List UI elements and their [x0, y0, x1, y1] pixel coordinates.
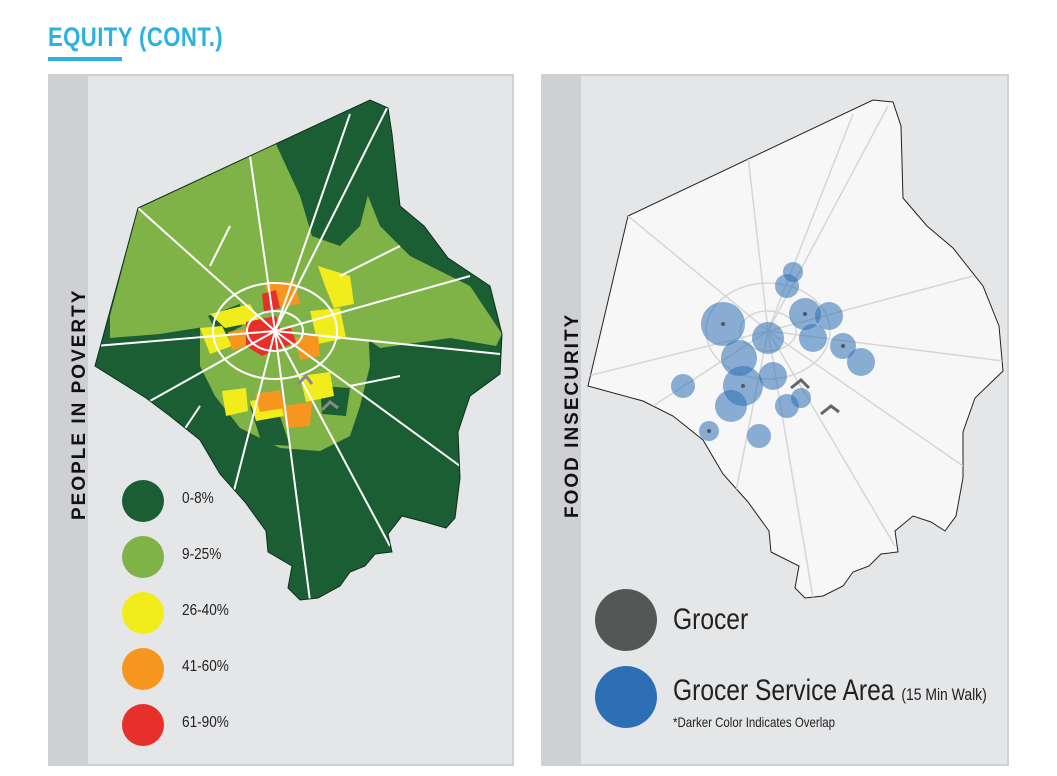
service-area — [747, 424, 771, 448]
food-map-panel: FOOD INSECURITY — [541, 74, 1009, 766]
poverty-roads — [95, 105, 501, 600]
legend-label-0-8: 0-8% — [182, 490, 214, 507]
service-area — [752, 322, 784, 354]
grocer-point — [741, 384, 745, 388]
legend-swatch-61-90 — [122, 704, 164, 746]
poverty-map-panel: PEOPLE IN POVERTY — [48, 74, 514, 766]
grocer-point — [721, 322, 725, 326]
service-area-note: *Darker Color Indicates Overlap — [673, 714, 836, 730]
grocer-point — [803, 312, 807, 316]
legend-swatch-service-area — [595, 666, 657, 728]
service-area — [671, 374, 695, 398]
service-area-title: Grocer Service Area — [673, 674, 895, 707]
food-map — [587, 99, 1004, 599]
grocer-point — [707, 429, 711, 433]
service-area — [847, 348, 875, 376]
legend-label-9-25: 9-25% — [182, 546, 222, 563]
zone-yellow-g — [222, 388, 248, 416]
legend-swatch-9-25 — [122, 536, 164, 578]
zone-light-green-north — [110, 124, 502, 348]
title-primary: EQUITY — [48, 22, 133, 52]
zone-orange-d — [282, 402, 312, 428]
legend-swatch-grocer — [595, 589, 657, 651]
service-area — [715, 390, 747, 422]
legend-label-41-60: 41-60% — [182, 658, 229, 675]
legend-swatch-0-8 — [122, 480, 164, 522]
grocer-point — [841, 344, 845, 348]
service-area — [791, 388, 811, 408]
zone-dark-green-northwedge — [275, 106, 378, 246]
legend-swatch-41-60 — [122, 648, 164, 690]
title-secondary: (CONT.) — [132, 22, 224, 52]
grocer-service-areas — [671, 262, 875, 448]
legend-label-service-area: Grocer Service Area (15 Min Walk) — [673, 674, 987, 708]
service-area — [799, 324, 827, 352]
grocer-points — [707, 312, 845, 433]
service-area — [759, 362, 787, 390]
zone-orange-b — [295, 334, 320, 360]
legend-swatch-26-40 — [122, 592, 164, 634]
food-county-outline — [587, 99, 1004, 599]
airport-icon-left — [296, 373, 314, 386]
airport-icon-left-2 — [320, 400, 339, 412]
service-area — [815, 302, 843, 330]
page-title: EQUITY (CONT.) — [48, 22, 223, 53]
legend-label-26-40: 26-40% — [182, 602, 229, 619]
legend-label-grocer: Grocer — [673, 603, 749, 636]
food-side-bar — [543, 76, 581, 764]
airport-icon-right — [790, 377, 811, 390]
airport-icon-right-2 — [820, 404, 840, 416]
poverty-county-outline — [94, 99, 503, 601]
service-area-suffix: (15 Min Walk) — [901, 685, 987, 704]
poverty-map — [94, 99, 503, 601]
poverty-side-bar — [50, 76, 88, 764]
service-area — [783, 262, 803, 282]
legend-label-61-90: 61-90% — [182, 714, 229, 731]
zone-orange-c — [255, 390, 285, 412]
title-underline — [48, 57, 122, 61]
poverty-choropleth — [95, 100, 502, 600]
page-header: EQUITY (CONT.) — [48, 22, 262, 62]
zone-yellow-c — [200, 326, 232, 354]
zone-yellow-b — [318, 266, 354, 308]
